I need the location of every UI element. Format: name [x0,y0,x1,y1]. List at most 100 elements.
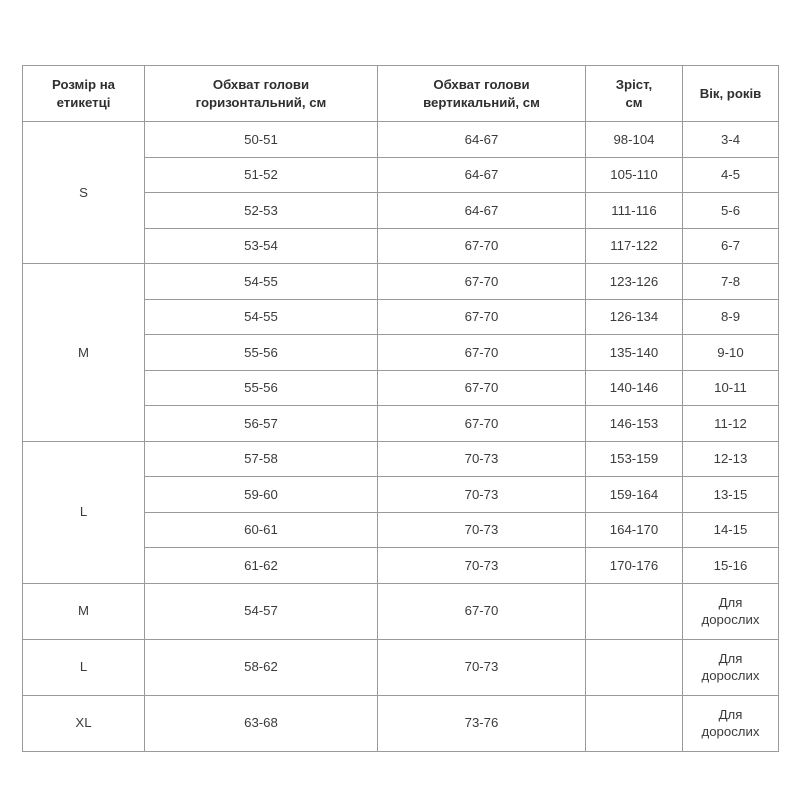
cell-horizontal: 51-52 [144,156,378,193]
group-label-adult-xl: XL [22,694,145,752]
cell-vertical: 67-70 [377,298,586,335]
cell-horizontal: 52-53 [144,192,378,229]
cell-height: 111-116 [585,192,683,229]
cell-horizontal: 61-62 [144,547,378,584]
cell-height: 105-110 [585,156,683,193]
cell-age-line-1: Для [718,706,743,722]
size-chart-table: Розмір на етикетці Обхват голови горизон… [22,65,779,752]
cell-age-line-2: дорослих [701,668,760,683]
cell-age-line-2: дорослих [701,724,760,739]
cell-vertical: 67-70 [377,582,586,640]
cell-vertical: 70-73 [377,511,586,548]
cell-horizontal: 57-58 [144,440,378,477]
cell-age: 9-10 [682,334,779,371]
cell-vertical: 70-73 [377,638,586,696]
cell-height: 159-164 [585,476,683,513]
cell-vertical: 67-70 [377,227,586,264]
table-row: M 54-57 67-70 Для дорослих [22,582,779,640]
group-label-l: L [22,440,145,584]
cell-age-line-1: Для [718,594,743,610]
table-row: 53-54 67-70 117-122 6-7 [23,227,779,264]
header-line-1: Зріст, [615,77,653,93]
cell-vertical: 73-76 [377,694,586,752]
cell-horizontal: 54-55 [144,263,378,300]
table-row: 61-62 70-73 170-176 15-16 [23,547,779,584]
table-row: 59-60 70-73 159-164 13-15 [23,476,779,513]
cell-age: 7-8 [682,263,779,300]
table-row: 51-52 64-67 105-110 4-5 [23,156,779,193]
cell-vertical: 70-73 [377,476,586,513]
header-line-1: Обхват голови [433,77,530,93]
cell-age: 12-13 [682,440,779,477]
header-line-2: см [625,94,643,110]
cell-age: 10-11 [682,369,779,406]
header-line-2: вертикальний, см [423,94,540,110]
cell-vertical: 67-70 [377,263,586,300]
cell-horizontal: 54-57 [144,582,378,640]
cell-height: 153-159 [585,440,683,477]
table-body: S 50-51 64-67 98-104 3-4 51-52 64-67 105… [22,121,779,752]
cell-age: Для дорослих [682,582,779,640]
table-row: L 58-62 70-73 Для дорослих [22,638,779,696]
cell-horizontal: 58-62 [144,638,378,696]
table-row: L 57-58 70-73 153-159 12-13 [22,440,779,584]
cell-vertical: 67-70 [377,405,586,442]
cell-horizontal: 50-51 [144,121,378,158]
header-line-1: Розмір на [51,77,115,93]
group-label-adult-m: M [22,582,145,640]
table-row: XL 63-68 73-76 Для дорослих [22,694,779,752]
cell-age: 14-15 [682,511,779,548]
column-header-age: Вік, років [682,65,779,122]
cell-height [585,638,683,696]
group-label-m: M [22,263,145,442]
column-header-label-size: Розмір на етикетці [22,65,145,122]
cell-vertical: 64-67 [377,121,586,158]
cell-vertical: 67-70 [377,369,586,406]
cell-horizontal: 60-61 [144,511,378,548]
cell-height: 146-153 [585,405,683,442]
cell-age: 5-6 [682,192,779,229]
table-row: S 50-51 64-67 98-104 3-4 [22,121,779,264]
cell-height: 117-122 [585,227,683,264]
cell-horizontal: 63-68 [144,694,378,752]
cell-age: 11-12 [682,405,779,442]
cell-age: Для дорослих [682,638,779,696]
column-header-head-circumference-vertical: Обхват голови вертикальний, см [377,65,586,122]
cell-height: 140-146 [585,369,683,406]
column-header-head-circumference-horizontal: Обхват голови горизонтальний, см [144,65,378,122]
cell-vertical: 70-73 [377,547,586,584]
cell-horizontal: 54-55 [144,298,378,335]
cell-horizontal: 55-56 [144,334,378,371]
cell-age: 6-7 [682,227,779,264]
cell-height: 123-126 [585,263,683,300]
cell-age: 8-9 [682,298,779,335]
cell-horizontal: 59-60 [144,476,378,513]
cell-age: Для дорослих [682,694,779,752]
cell-age: 13-15 [682,476,779,513]
cell-age: 4-5 [682,156,779,193]
cell-height [585,694,683,752]
cell-age: 3-4 [682,121,779,158]
table-row: 55-56 67-70 140-146 10-11 [23,369,779,406]
table-row: 52-53 64-67 111-116 5-6 [23,192,779,229]
cell-height: 126-134 [585,298,683,335]
column-header-body-height: Зріст, см [585,65,683,122]
table-row: 60-61 70-73 164-170 14-15 [23,511,779,548]
header-line-2: горизонтальний, см [195,94,327,110]
cell-horizontal: 55-56 [144,369,378,406]
cell-age-line-1: Для [718,650,743,666]
cell-vertical: 64-67 [377,156,586,193]
cell-age-line-2: дорослих [701,612,760,627]
header-line-1: Вік, років [699,85,762,101]
cell-horizontal: 56-57 [144,405,378,442]
cell-height: 135-140 [585,334,683,371]
header-line-1: Обхват голови [212,77,310,93]
cell-vertical: 70-73 [377,440,586,477]
cell-height: 164-170 [585,511,683,548]
table-row: 56-57 67-70 146-153 11-12 [23,405,779,442]
group-label-adult-l: L [22,638,145,696]
header-row: Розмір на етикетці Обхват голови горизон… [22,65,779,122]
cell-height: 98-104 [585,121,683,158]
cell-height: 170-176 [585,547,683,584]
